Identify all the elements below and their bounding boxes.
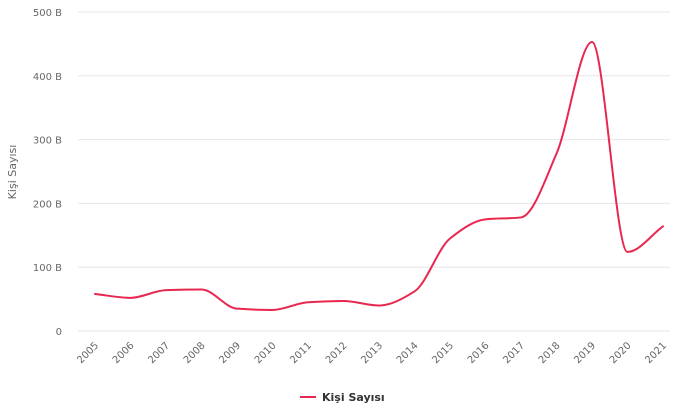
x-tick-label: 2017 xyxy=(501,340,527,366)
x-tick-label: 2013 xyxy=(359,340,385,366)
y-tick-label: 400 B xyxy=(33,72,62,83)
y-axis-ticks: 0 100 B 200 B 300 B 400 B 500 B xyxy=(33,8,62,338)
y-tick-label: 500 B xyxy=(33,8,62,19)
x-tick-label: 2019 xyxy=(572,340,598,366)
x-tick-label: 2010 xyxy=(253,340,279,366)
grid-lines xyxy=(78,11,670,332)
x-axis-ticks: 2005 2006 2007 2008 2009 2010 2011 2012 2013 2014… xyxy=(75,340,669,366)
x-tick-label: 2008 xyxy=(182,340,208,366)
y-tick-label: 200 B xyxy=(33,199,62,210)
x-tick-label: 2007 xyxy=(146,340,172,366)
y-tick-label: 100 B xyxy=(33,263,62,274)
series-layer xyxy=(94,40,664,311)
series-line xyxy=(94,40,664,311)
x-tick-label: 2020 xyxy=(608,340,634,366)
x-tick-label: 2016 xyxy=(466,340,492,366)
y-axis-label: Kişi Sayısı xyxy=(6,145,19,200)
x-tick-label: 2005 xyxy=(75,340,101,366)
x-tick-label: 2011 xyxy=(288,340,314,366)
x-tick-label: 2015 xyxy=(430,340,456,366)
y-tick-label: 0 xyxy=(56,327,62,338)
y-tick-label: 300 B xyxy=(33,136,62,147)
x-tick-label: 2012 xyxy=(324,340,350,366)
x-tick-label: 2014 xyxy=(395,340,421,366)
x-tick-label: 2009 xyxy=(217,340,243,366)
legend-label: Kişi Sayısı xyxy=(322,391,385,404)
legend[interactable]: Kişi Sayısı xyxy=(300,391,385,404)
x-tick-label: 2006 xyxy=(111,340,137,366)
x-tick-label: 2018 xyxy=(537,340,563,366)
x-tick-label: 2021 xyxy=(643,340,669,366)
